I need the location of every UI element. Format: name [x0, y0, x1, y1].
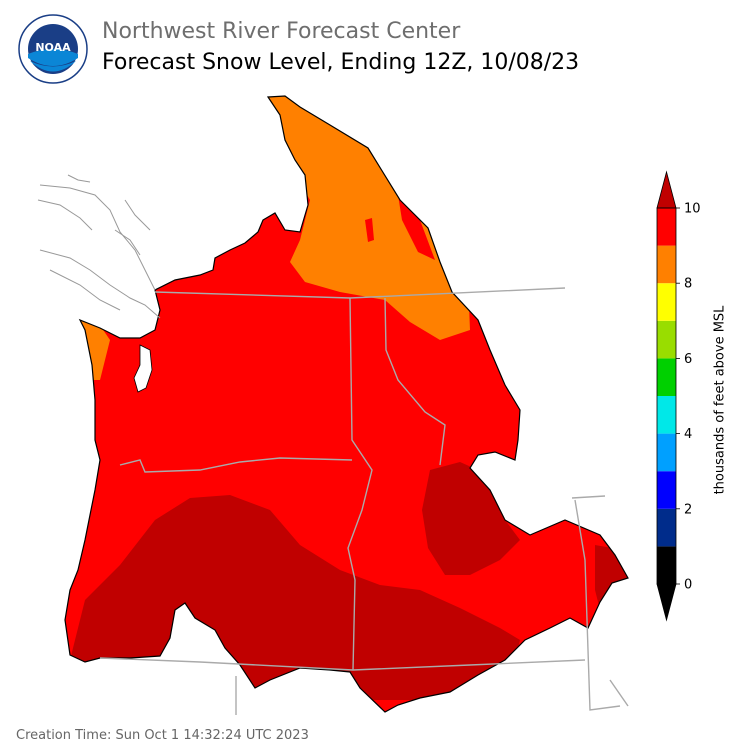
puget-sound: [133, 344, 153, 393]
colorbar-over-arrow: [656, 170, 677, 209]
colorbar-bin: [657, 546, 676, 584]
region-outline: [64, 95, 629, 713]
map-title: Forecast Snow Level, Ending 12Z, 10/08/2…: [102, 50, 580, 75]
logo-text: NOAA: [35, 41, 71, 54]
colorbar-bin: [657, 358, 676, 396]
bc-coastline: [37, 174, 161, 319]
colorbar-bin: [657, 283, 676, 321]
colorbar-tick-label: 6: [684, 352, 692, 367]
colorbar-tick-label: 8: [684, 277, 692, 292]
colorbar-bin: [657, 433, 676, 472]
colorbar-bin: [657, 320, 676, 359]
colorbar-label: thousands of feet above MSL: [712, 305, 728, 495]
creation-time: Creation Time: Sun Oct 1 14:32:24 UTC 20…: [16, 728, 309, 743]
colorbar-bin: [657, 245, 676, 284]
colorbar-bin: [657, 508, 676, 547]
colorbar-frame: [656, 207, 677, 585]
colorbar-bin: [657, 396, 676, 434]
colorbar-tick-label: 10: [684, 202, 701, 217]
colorbar-bin: [657, 208, 676, 246]
colorbar-tick-label: 2: [684, 502, 692, 517]
state-borders: [99, 287, 629, 715]
organization-name: Northwest River Forecast Center: [102, 19, 461, 44]
noaa-logo: NOAA: [18, 14, 88, 84]
colorbar-tick-label: 0: [684, 578, 692, 593]
colorbar-under-arrow: [656, 583, 677, 622]
colorbar: 0 2 4 6 8 10: [656, 170, 701, 622]
colorbar-bin: [657, 471, 676, 509]
colorbar-tick-label: 4: [684, 427, 692, 442]
